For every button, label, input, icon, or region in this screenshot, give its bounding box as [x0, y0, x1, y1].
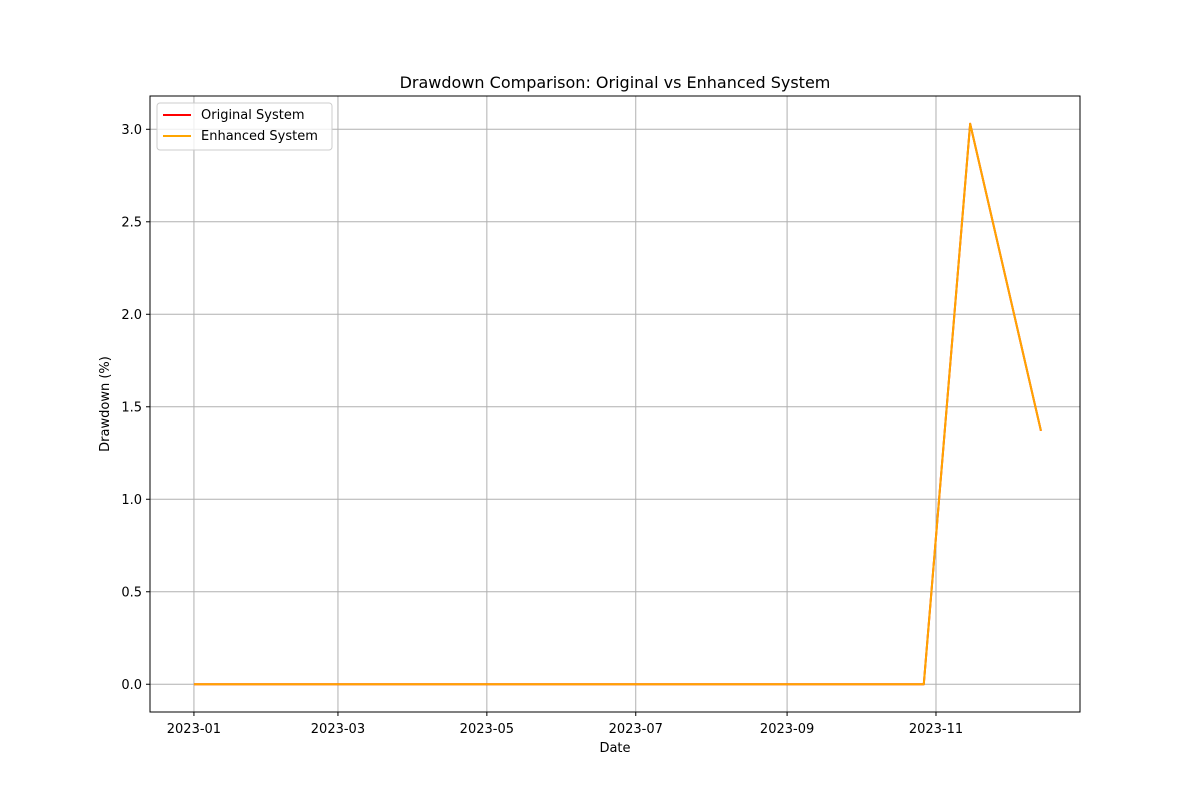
- x-tick-label: 2023-07: [609, 722, 663, 737]
- legend-label-enhanced-system: Enhanced System: [201, 129, 318, 144]
- y-tick-label: 3.0: [121, 123, 142, 138]
- y-tick-label: 2.5: [121, 215, 142, 230]
- y-tick-label: 0.0: [121, 678, 142, 693]
- series-line-enhanced-system: [193, 122, 1042, 686]
- y-tick-label: 0.5: [121, 585, 142, 600]
- y-tick-label: 2.0: [121, 308, 142, 323]
- x-tick-label: 2023-09: [760, 722, 814, 737]
- x-tick-label: 2023-11: [909, 722, 963, 737]
- legend-box: [156, 102, 333, 151]
- x-tick-label: 2023-05: [460, 722, 514, 737]
- y-axis-label: Drawdown (%): [98, 356, 113, 452]
- legend: Original System Enhanced System: [156, 102, 333, 151]
- legend-label-original-system: Original System: [201, 108, 304, 123]
- plot-area-frame: [149, 95, 1081, 713]
- chart-title: Drawdown Comparison: Original vs Enhance…: [400, 73, 831, 92]
- x-tick-label: 2023-03: [311, 722, 365, 737]
- y-tick-label: 1.5: [121, 400, 142, 415]
- x-axis-ticks: 2023-01 2023-03 2023-05 2023-07 2023-09 2023-…: [167, 712, 963, 737]
- grid-lines: [150, 96, 1080, 712]
- x-axis-label: Date: [599, 741, 630, 756]
- series-lines: [193, 122, 1042, 686]
- y-axis-ticks: 0.0 0.5 1.0 1.5 2.0 2.5 3.0: [121, 123, 150, 693]
- y-tick-label: 1.0: [121, 493, 142, 508]
- x-tick-label: 2023-01: [167, 722, 221, 737]
